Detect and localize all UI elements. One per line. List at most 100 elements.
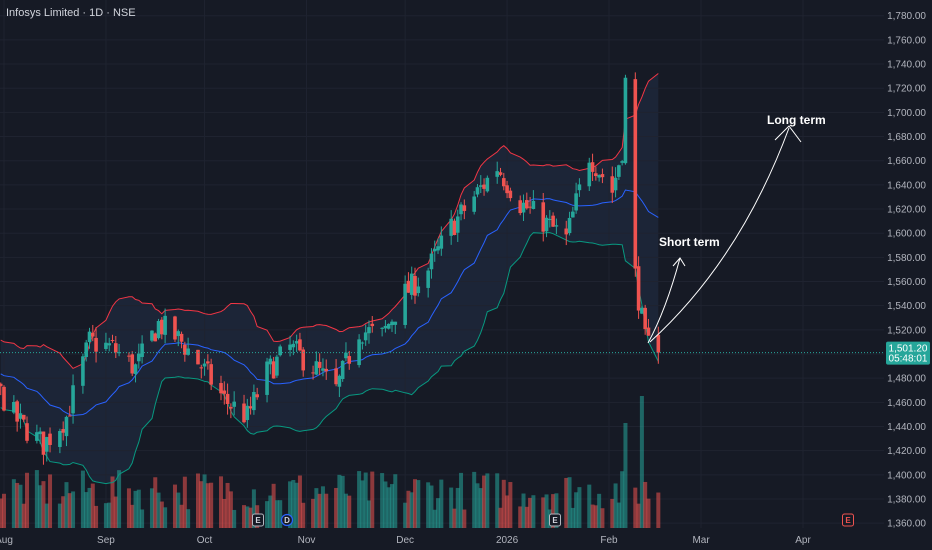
candle-body xyxy=(275,356,279,376)
last-price-value: 1,501.20 xyxy=(889,344,928,355)
candle-body xyxy=(48,433,52,445)
volume-bar xyxy=(495,473,500,528)
volume-bar xyxy=(449,487,454,528)
earnings-marker[interactable] xyxy=(252,513,264,527)
candle-body xyxy=(110,340,115,342)
candle-body xyxy=(156,321,161,339)
candle-body xyxy=(478,185,483,187)
candle-body xyxy=(12,401,16,413)
candle-body xyxy=(432,248,437,252)
volume-bar xyxy=(524,506,529,528)
candle-body xyxy=(196,349,200,365)
candle-body xyxy=(623,77,628,164)
candle-body xyxy=(633,79,638,269)
volume-bar xyxy=(613,483,618,528)
earnings-marker[interactable] xyxy=(842,513,854,527)
volume-bar xyxy=(136,489,141,528)
candle-body xyxy=(386,323,391,329)
volume-bar xyxy=(541,497,546,528)
volume-bar xyxy=(130,504,135,528)
candle-body xyxy=(498,172,503,175)
volume-bar xyxy=(268,495,273,528)
volume-bar xyxy=(521,493,526,528)
y-tick-label: 1,620.00 xyxy=(887,205,926,216)
candle-body xyxy=(232,401,236,407)
candle-body xyxy=(347,356,352,364)
volume-bar xyxy=(172,484,177,528)
candle-body xyxy=(571,211,575,218)
candle-body xyxy=(518,200,523,214)
volume-bar xyxy=(301,502,306,528)
earnings-marker[interactable] xyxy=(549,513,561,527)
candle-body xyxy=(449,218,453,236)
volume-bar xyxy=(337,474,342,528)
candle-body xyxy=(15,401,19,422)
volume-bar xyxy=(0,498,3,528)
volume-bar xyxy=(41,481,46,528)
volume-bar xyxy=(219,476,224,528)
volume-bar xyxy=(347,495,352,528)
candle-body xyxy=(84,342,89,358)
candle-body xyxy=(643,307,647,330)
volume-bar xyxy=(639,396,644,528)
candle-body xyxy=(439,235,444,249)
volume-bar xyxy=(439,479,444,528)
volume-bar xyxy=(176,492,181,528)
candle-body xyxy=(209,364,213,385)
volume-bar xyxy=(564,477,569,528)
volume-bar xyxy=(643,481,648,528)
volume-bar xyxy=(90,483,95,528)
candle-body xyxy=(485,177,490,192)
volume-bar xyxy=(209,482,214,528)
volume-bar xyxy=(436,498,441,528)
upper-bollinger-band xyxy=(0,73,659,370)
volume-bar xyxy=(232,509,237,528)
volume-bar xyxy=(44,503,49,528)
candle-body xyxy=(278,346,282,356)
y-tick-label: 1,560.00 xyxy=(887,277,926,288)
volume-bar xyxy=(38,485,43,528)
x-tick-label: Apr xyxy=(795,535,811,546)
volume-bar xyxy=(294,482,299,528)
volume-bar xyxy=(248,507,253,528)
candle-body xyxy=(482,184,486,189)
candle-body xyxy=(436,246,440,251)
volume-bar xyxy=(462,509,467,528)
dividend-marker[interactable] xyxy=(280,513,294,527)
candle-body xyxy=(298,339,302,351)
volume-bar xyxy=(34,470,39,528)
volume-bar xyxy=(199,481,204,528)
volume-bar xyxy=(478,488,483,528)
candle-body xyxy=(640,307,644,314)
candle-body xyxy=(363,332,368,341)
volume-bar xyxy=(429,485,434,528)
y-tick-label: 1,780.00 xyxy=(887,11,926,22)
volume-bar xyxy=(551,494,556,528)
candle-body xyxy=(35,432,39,441)
volume-bar xyxy=(245,506,250,528)
candle-body xyxy=(554,225,559,227)
volume-bar xyxy=(80,470,85,528)
candle-body xyxy=(137,353,141,362)
candle-body xyxy=(160,319,164,335)
last-price-tag: 1,501.20 05:48:01 xyxy=(886,341,930,365)
volume-bar xyxy=(288,481,293,528)
candle-body xyxy=(140,343,144,357)
candle-body xyxy=(340,360,345,380)
candle-body xyxy=(229,407,233,409)
candle-body xyxy=(548,218,552,221)
volume-bar xyxy=(455,487,460,528)
volume-bar xyxy=(271,483,276,528)
candle-body xyxy=(564,228,569,235)
candle-body xyxy=(413,275,417,296)
y-tick-label: 1,420.00 xyxy=(887,446,926,457)
candle-body xyxy=(409,273,414,295)
volume-bar xyxy=(107,502,112,528)
candle-body xyxy=(462,205,467,211)
volume-bar xyxy=(593,505,598,528)
volume-bar xyxy=(110,476,115,528)
candle-body xyxy=(173,316,177,340)
candle-body xyxy=(544,217,549,232)
